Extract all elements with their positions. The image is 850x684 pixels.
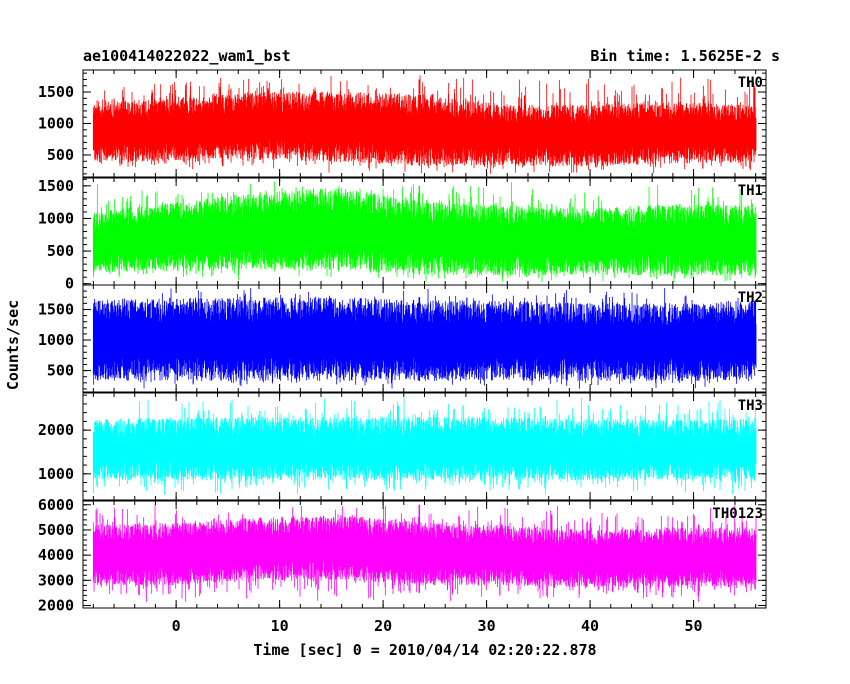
series-core-th0123	[93, 534, 756, 571]
x-tick-label: 30	[478, 617, 496, 635]
y-tick-label: 500	[47, 242, 74, 260]
panel-label-th3: TH3	[738, 398, 763, 414]
panel-label-th1: TH1	[738, 183, 763, 199]
series-core-th3	[93, 436, 756, 462]
y-tick-label: 500	[47, 146, 74, 164]
y-tick-label: 3000	[38, 571, 74, 589]
panel-label-th0: TH0	[738, 75, 763, 91]
y-tick-label: 2000	[38, 596, 74, 614]
y-tick-label: 1000	[38, 209, 74, 227]
panel-label-th0123: TH0123	[712, 506, 763, 522]
title-left: ae100414022022_wam1_bst	[83, 47, 291, 65]
y-tick-label: 2000	[38, 421, 74, 439]
y-tick-label: 1500	[38, 300, 74, 318]
panel-label-th2: TH2	[738, 290, 763, 306]
y-tick-label: 1500	[38, 177, 74, 195]
series-core-th2	[93, 322, 756, 358]
x-tick-label: 50	[685, 617, 703, 635]
x-tick-label: 20	[374, 617, 392, 635]
series-core-th0	[93, 112, 756, 148]
y-tick-label: 1000	[38, 465, 74, 483]
y-tick-label: 1000	[38, 331, 74, 349]
y-tick-label: 0	[65, 275, 74, 293]
y-tick-label: 6000	[38, 496, 74, 514]
y-tick-label: 500	[47, 362, 74, 380]
x-tick-label: 10	[271, 617, 289, 635]
y-axis-title: Counts/sec	[4, 300, 22, 390]
title-right: Bin time: 1.5625E-2 s	[590, 47, 780, 65]
y-tick-label: 1500	[38, 83, 74, 101]
y-tick-label: 1000	[38, 115, 74, 133]
x-tick-label: 40	[581, 617, 599, 635]
series-core-th1	[93, 212, 756, 255]
y-tick-label: 4000	[38, 546, 74, 564]
traces-layer	[92, 75, 757, 602]
y-tick-label: 5000	[38, 521, 74, 539]
x-tick-label: 0	[172, 617, 181, 635]
ticks-layer	[83, 70, 766, 608]
x-axis-title: Time [sec] 0 = 2010/04/14 02:20:22.878	[253, 641, 596, 659]
